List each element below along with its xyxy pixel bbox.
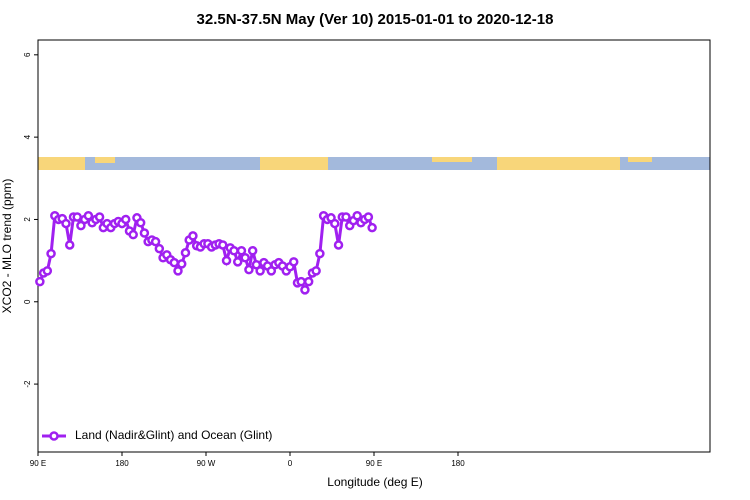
point	[42, 266, 53, 276]
point	[311, 266, 321, 276]
point	[169, 257, 180, 268]
point	[218, 240, 228, 250]
legend-marker	[49, 431, 59, 441]
point	[128, 229, 138, 240]
legend-label: Land (Nadir&Glint) and Ocean (Glint)	[75, 428, 272, 442]
point	[296, 276, 306, 287]
point	[240, 252, 250, 263]
point	[333, 240, 344, 250]
point	[352, 210, 362, 221]
point	[244, 264, 254, 275]
land-strip	[628, 157, 652, 162]
land-strip	[95, 157, 115, 163]
point	[232, 257, 243, 267]
point	[221, 255, 232, 266]
point	[247, 245, 258, 256]
point	[150, 236, 161, 247]
y-tick-label: -2	[23, 380, 32, 388]
x-tick-label: 90 W	[197, 459, 216, 468]
point	[173, 266, 183, 276]
land-strip	[432, 157, 472, 162]
point	[154, 243, 165, 254]
point	[176, 259, 187, 269]
land-strip	[260, 157, 328, 170]
point	[61, 218, 71, 229]
y-tick-label: 4	[23, 134, 32, 139]
point	[120, 214, 131, 225]
point	[64, 240, 75, 250]
plot-frame	[37, 39, 711, 453]
x-tick-label: 0	[288, 459, 293, 468]
chart-title: 32.5N-37.5N May (Ver 10) 2015-01-01 to 2…	[197, 11, 554, 28]
point	[135, 217, 146, 228]
point	[367, 222, 377, 233]
y-axis-label: XCO2 - MLO trend (ppm)	[0, 179, 14, 314]
x-axis-label: Longitude (deg E)	[327, 475, 422, 489]
point	[236, 245, 247, 256]
y-tick-label: 0	[23, 299, 32, 304]
point	[180, 248, 191, 258]
point	[300, 285, 310, 295]
point	[341, 212, 351, 222]
map-strip	[38, 157, 710, 170]
point	[72, 212, 82, 222]
x-tick-label: 90 E	[366, 459, 382, 468]
land-strip	[38, 157, 85, 170]
land-strip	[497, 157, 620, 170]
point	[330, 218, 340, 229]
point	[46, 248, 56, 259]
point	[139, 228, 150, 238]
point	[83, 210, 94, 221]
point	[94, 212, 105, 222]
point	[363, 212, 374, 222]
y-tick-label: 2	[23, 217, 32, 222]
point	[303, 276, 314, 287]
x-tick-label: 180	[451, 459, 465, 468]
point	[229, 245, 239, 256]
x-tick-label: 180	[115, 459, 129, 468]
point	[288, 257, 299, 267]
point	[255, 266, 265, 276]
point	[315, 248, 325, 259]
point	[35, 276, 45, 287]
x-tick-label: 90 E	[30, 459, 46, 468]
y-tick-label: 6	[23, 52, 32, 57]
point	[188, 231, 198, 241]
